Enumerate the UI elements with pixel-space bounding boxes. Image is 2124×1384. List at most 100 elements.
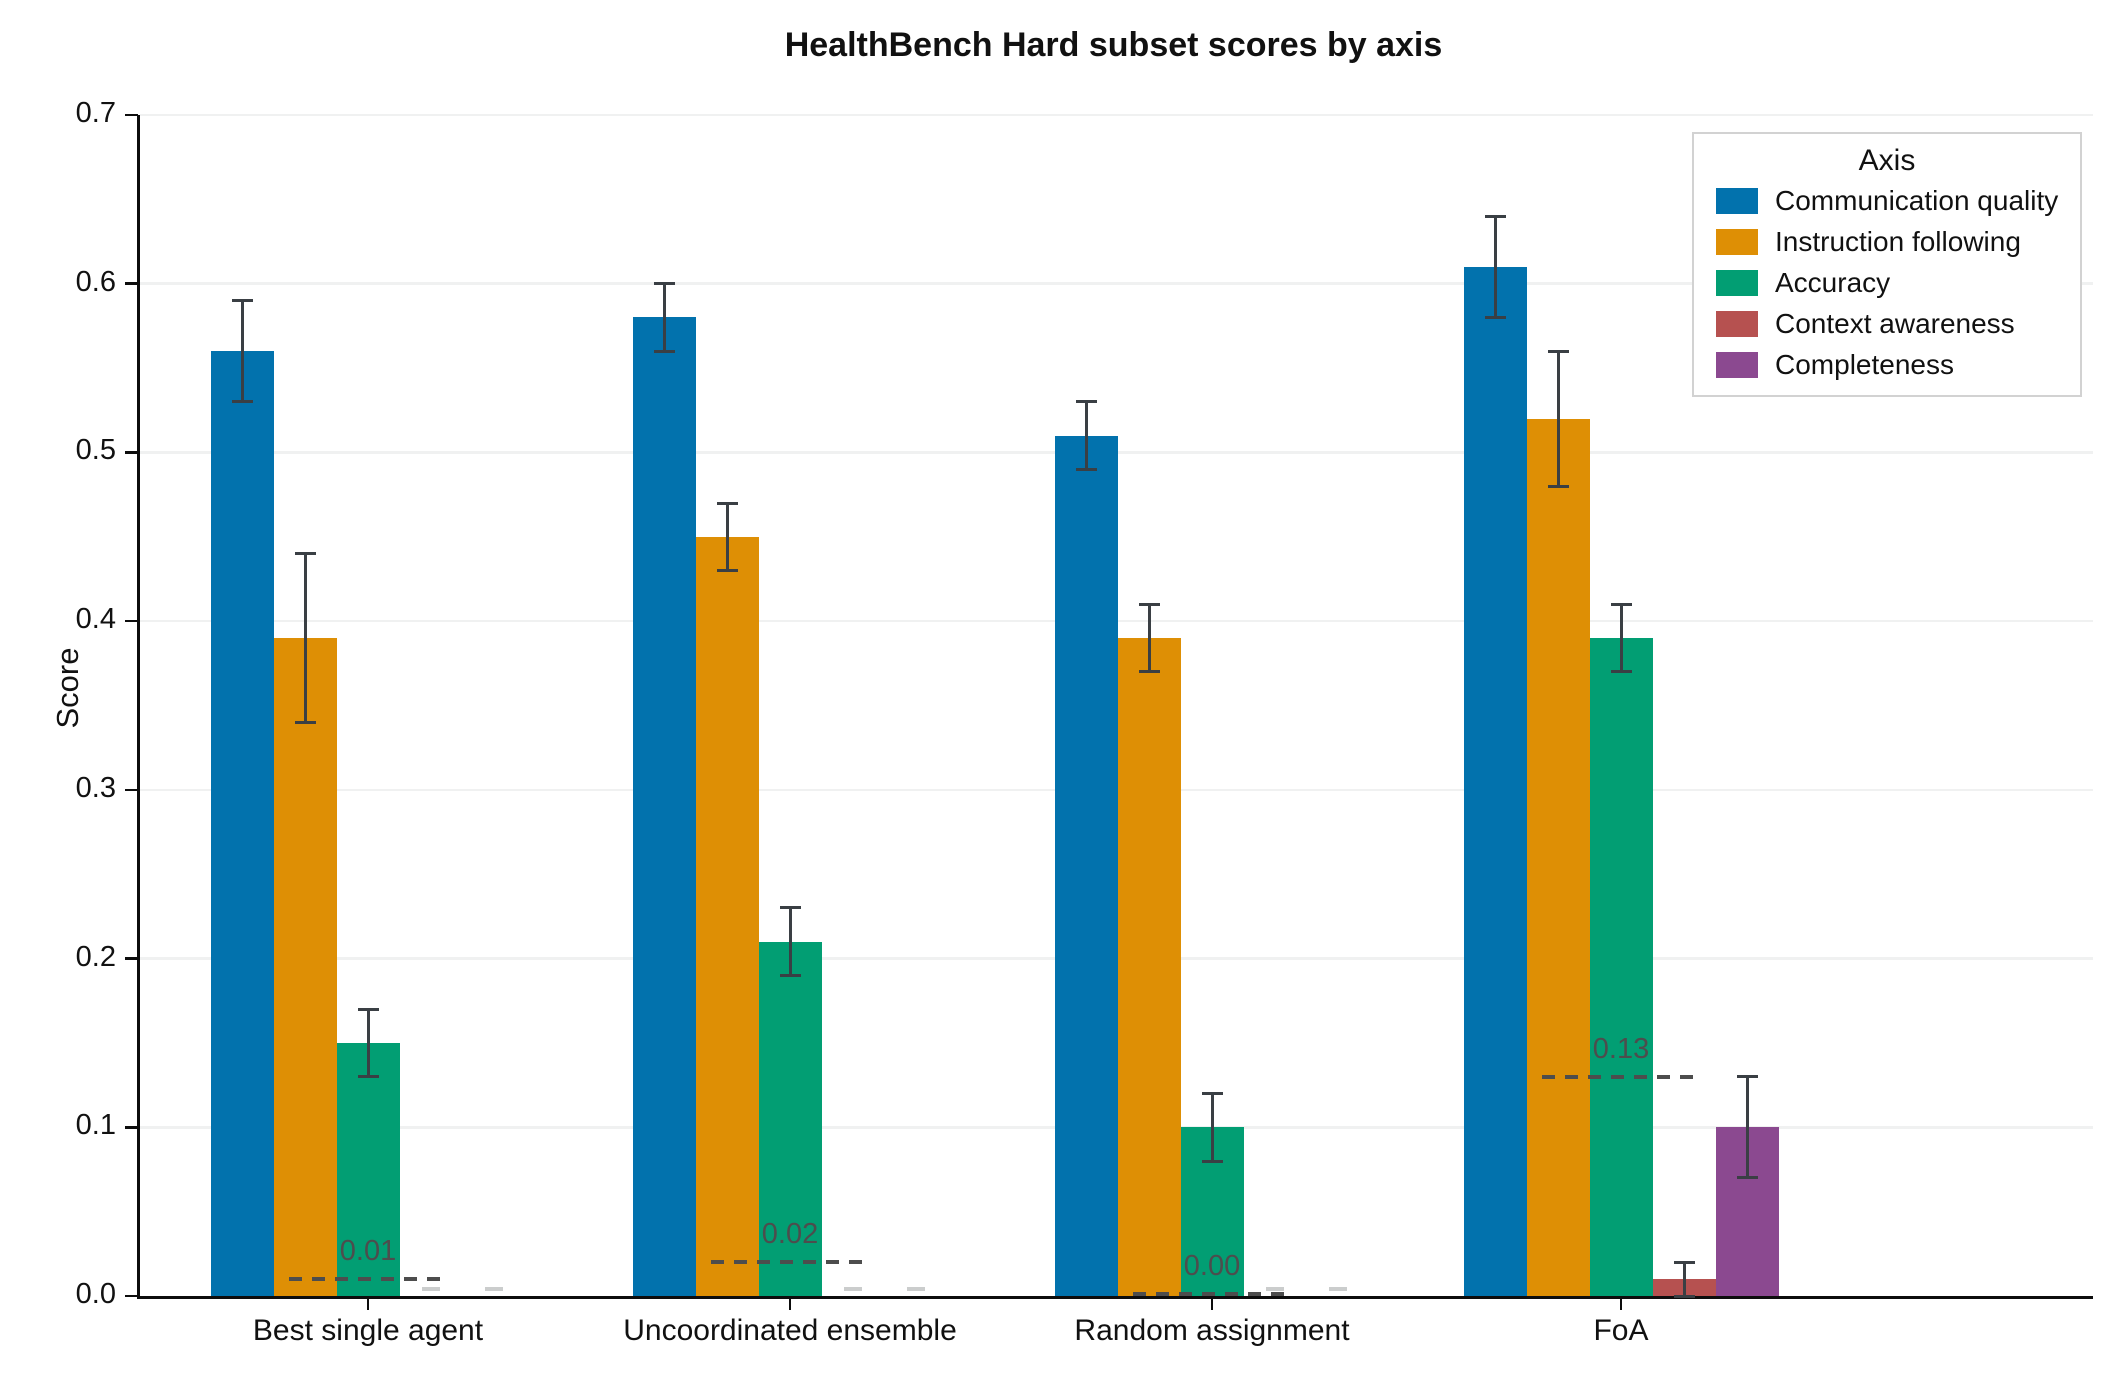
gridline (140, 113, 2093, 117)
error-bar-cap (231, 400, 253, 404)
legend-swatch (1716, 228, 1758, 255)
bar (336, 1042, 400, 1296)
error-bar-cap (1138, 602, 1160, 606)
y-tick (125, 451, 138, 454)
error-bar-cap (1075, 467, 1097, 471)
error-bar-cap (1075, 400, 1097, 404)
zero-error-bar-cap (422, 1287, 440, 1291)
error-bar (1147, 604, 1151, 672)
legend-title: Axis (1858, 144, 1916, 177)
error-bar (1745, 1076, 1749, 1178)
error-bar-cap (357, 1007, 379, 1011)
error-bar (662, 283, 666, 352)
error-bar-cap (1673, 1260, 1695, 1264)
y-tick (125, 113, 138, 117)
bar (210, 351, 274, 1296)
legend-label: Completeness (1775, 348, 1954, 380)
error-bar-cap (357, 1075, 379, 1079)
error-bar (366, 1009, 370, 1077)
error-bar (788, 907, 792, 976)
legend: Axis Communication quality Instruction fo… (1692, 132, 2082, 397)
error-bar (240, 300, 244, 402)
chart-title: HealthBench Hard subset scores by axis (784, 26, 1443, 64)
y-tick-label: 0.0 (75, 1278, 116, 1310)
bar (1589, 638, 1653, 1296)
error-bar-cap (1547, 349, 1569, 353)
error-bar-cap (653, 282, 675, 286)
zero-error-bar-cap (1329, 1287, 1347, 1291)
legend-label: Context awareness (1775, 307, 2015, 339)
error-bar (1682, 1262, 1686, 1296)
zero-error-bar-cap (1266, 1287, 1284, 1291)
bar (1463, 266, 1527, 1296)
zero-error-bar-cap (844, 1287, 862, 1291)
legend-item: Instruction following (1694, 221, 2080, 262)
x-tick (366, 1296, 370, 1310)
bar (1526, 418, 1590, 1296)
zero-error-bar-cap (907, 1287, 925, 1291)
plot-area: 0.0 0.1 0.2 0.3 0.4 0.5 0.6 0.7 Best single agen… (76, 97, 2093, 1347)
reference-value-label: 0.02 (761, 1218, 819, 1251)
zero-error-bar-cap (485, 1287, 503, 1291)
x-tick-label: FoA (1593, 1314, 1649, 1347)
y-tick (125, 788, 138, 792)
y-tick-label: 0.3 (75, 771, 116, 804)
legend-item: Context awareness (1694, 303, 2080, 344)
error-bar-cap (1201, 1092, 1223, 1096)
x-tick (1210, 1296, 1214, 1310)
error-bar (725, 503, 729, 571)
error-bar-cap (716, 569, 738, 573)
legend-swatch (1716, 187, 1758, 214)
y-tick (125, 282, 138, 285)
x-tick (788, 1296, 792, 1310)
bar (632, 317, 696, 1296)
y-tick-label: 0.2 (75, 940, 116, 973)
error-bar-cap (716, 501, 738, 505)
bar (273, 638, 337, 1296)
reference-value-label: 0.00 (1183, 1250, 1241, 1282)
legend-swatch (1716, 269, 1758, 296)
legend-swatch (1716, 310, 1758, 337)
error-bar-cap (779, 973, 801, 977)
error-bar-cap (1736, 1075, 1758, 1079)
error-bar-cap (1201, 1159, 1223, 1163)
reference-value-label: 0.13 (1592, 1032, 1650, 1065)
reference-value-label: 0.01 (339, 1235, 397, 1268)
error-bar-cap (653, 349, 675, 353)
legend-label: Accuracy (1775, 266, 1891, 298)
error-bar (1084, 401, 1088, 470)
x-tick-label: Uncoordinated ensemble (623, 1314, 957, 1347)
error-bar (1619, 604, 1623, 672)
error-bar-cap (1484, 214, 1506, 218)
error-bar-cap (1484, 315, 1506, 319)
error-bar-cap (1673, 1294, 1695, 1298)
y-tick (125, 1294, 138, 1298)
legend-item: Communication quality (1694, 180, 2080, 221)
error-bar-cap (1547, 484, 1569, 488)
error-bar-cap (779, 906, 801, 910)
y-tick (125, 957, 138, 960)
bar (695, 536, 759, 1296)
y-tick (125, 1126, 138, 1129)
reference-dashed-line (289, 1277, 448, 1282)
reference-dashed-line (1133, 1292, 1292, 1296)
error-bar-cap (1138, 670, 1160, 674)
bar (1054, 435, 1118, 1296)
y-tick-label: 0.4 (75, 603, 116, 636)
error-bar-cap (294, 552, 316, 556)
error-bar-cap (294, 720, 316, 724)
x-tick-label: Random assignment (1074, 1314, 1350, 1347)
bar (758, 941, 822, 1296)
error-bar-cap (1610, 670, 1632, 674)
error-bar (303, 553, 307, 723)
legend-swatch (1716, 351, 1758, 378)
legend-label: Instruction following (1775, 225, 2021, 257)
reference-dashed-line (1542, 1074, 1701, 1079)
bar (1117, 638, 1181, 1296)
error-bar (1556, 351, 1560, 487)
legend-item: Completeness (1694, 344, 2080, 385)
reference-dashed-line (711, 1260, 870, 1265)
error-bar-cap (231, 299, 253, 303)
legend-item: Accuracy (1694, 262, 2080, 303)
